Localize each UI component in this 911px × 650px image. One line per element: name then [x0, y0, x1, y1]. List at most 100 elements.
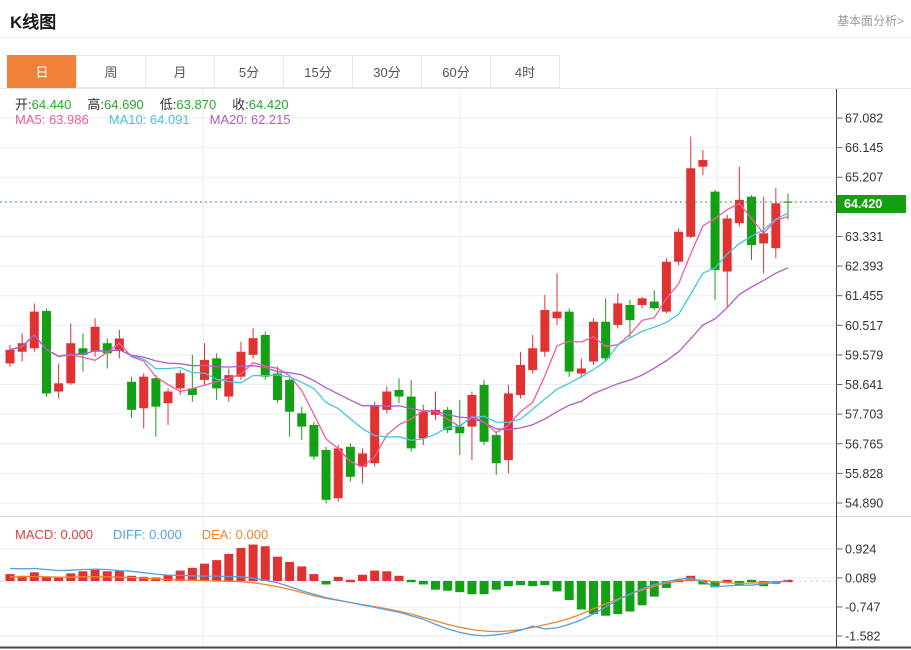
- candle-body: [613, 303, 623, 325]
- candle-body: [90, 326, 100, 352]
- macd-bar: [285, 561, 295, 581]
- candle-body: [406, 396, 416, 449]
- candle-body: [528, 348, 538, 371]
- price-tick-label: 62.393: [845, 260, 883, 274]
- candle-body: [637, 298, 647, 306]
- macd-bar: [613, 581, 623, 614]
- macd-bar: [455, 581, 465, 593]
- tab-month[interactable]: 月: [145, 55, 215, 88]
- candles-group: [5, 136, 793, 504]
- candle-body: [29, 311, 39, 349]
- ma20-line: [9, 267, 789, 431]
- tab-4hour[interactable]: 4时: [490, 55, 560, 88]
- grid-lines: [0, 89, 837, 648]
- candle-body: [759, 233, 769, 244]
- macd-bar: [187, 567, 197, 581]
- candle-body: [187, 388, 197, 395]
- candle-body: [309, 424, 319, 457]
- macd-bar: [516, 581, 526, 586]
- macd-bar: [41, 576, 51, 581]
- macd-bar: [406, 579, 416, 583]
- macd-bar: [637, 581, 647, 606]
- candle-body: [321, 449, 331, 500]
- macd-bar: [625, 581, 635, 612]
- macd-bar: [564, 581, 574, 601]
- macd-bar: [467, 581, 477, 595]
- candle-body: [370, 405, 380, 464]
- macd-bar: [114, 570, 124, 581]
- macd-bar: [333, 576, 343, 581]
- price-tick-label: 61.455: [845, 289, 883, 303]
- candle-body: [747, 196, 757, 246]
- candle-body: [588, 321, 598, 362]
- candle-body: [297, 413, 307, 427]
- candle-body: [102, 343, 112, 354]
- macd-tick-label: 0.924: [845, 542, 876, 556]
- candle-body: [516, 365, 526, 395]
- macd-bar: [601, 581, 611, 616]
- candle-body: [479, 384, 489, 442]
- tab-15min[interactable]: 15分: [283, 55, 353, 88]
- current-price-tag: 64.420: [837, 195, 906, 213]
- macd-tick-label: -0.747: [845, 600, 880, 614]
- candle-body: [212, 358, 222, 389]
- candle-body: [540, 310, 550, 352]
- ma10-line: [9, 212, 789, 441]
- price-tick-label: 67.082: [845, 112, 883, 126]
- page-title: K线图: [10, 13, 57, 32]
- macd-bar: [540, 581, 550, 586]
- page-header: K线图 基本面分析>: [0, 0, 911, 38]
- candle-body: [163, 391, 173, 404]
- candle-body: [248, 338, 258, 355]
- candle-body: [260, 335, 270, 377]
- ma5-line: [9, 202, 789, 468]
- candle-body: [5, 349, 15, 364]
- candle-body: [455, 426, 465, 434]
- price-axis-labels: 67.08266.14565.20764.26963.33162.39361.4…: [836, 112, 883, 643]
- candle-body: [698, 160, 708, 167]
- candle-body: [722, 218, 732, 272]
- tab-day[interactable]: 日: [7, 55, 77, 88]
- candle-body: [734, 199, 744, 224]
- macd-bar: [260, 546, 270, 581]
- tab-5min[interactable]: 5分: [214, 55, 284, 88]
- macd-bar: [199, 563, 209, 581]
- price-tick-label: 63.331: [845, 230, 883, 244]
- fundamental-analysis-link[interactable]: 基本面分析>: [836, 14, 904, 28]
- candle-body: [382, 391, 392, 410]
- candle-body: [467, 394, 477, 427]
- macd-bar: [90, 569, 100, 581]
- tab-week[interactable]: 周: [76, 55, 146, 88]
- macd-bar: [224, 553, 234, 581]
- price-tick-label: 56.765: [845, 437, 883, 451]
- price-tick-label: 58.641: [845, 378, 883, 392]
- candle-body: [199, 359, 209, 380]
- macd-bar: [127, 575, 137, 581]
- candle-body: [601, 321, 611, 359]
- macd-bar: [710, 581, 720, 588]
- candle-body: [649, 301, 659, 309]
- macd-bar: [443, 581, 453, 591]
- price-tick-label: 65.207: [845, 171, 883, 185]
- macd-bar: [394, 575, 404, 581]
- candle-body: [17, 343, 27, 352]
- candle-body: [358, 453, 368, 467]
- macd-bar: [272, 556, 282, 581]
- candle-body: [491, 435, 501, 464]
- macd-bar: [503, 581, 513, 587]
- candle-body: [771, 203, 781, 249]
- tab-60min[interactable]: 60分: [421, 55, 491, 88]
- price-tick-label: 66.145: [845, 141, 883, 155]
- tab-30min[interactable]: 30分: [352, 55, 422, 88]
- candle-body: [674, 231, 684, 262]
- macd-bar: [552, 581, 562, 592]
- candle-body: [394, 389, 404, 397]
- candle-body: [224, 375, 234, 397]
- dea-line: [10, 575, 789, 633]
- candle-body: [114, 338, 124, 352]
- candle-body: [710, 191, 720, 270]
- macd-bar: [430, 581, 440, 590]
- macd-bar: [576, 581, 586, 610]
- candle-body: [576, 368, 586, 374]
